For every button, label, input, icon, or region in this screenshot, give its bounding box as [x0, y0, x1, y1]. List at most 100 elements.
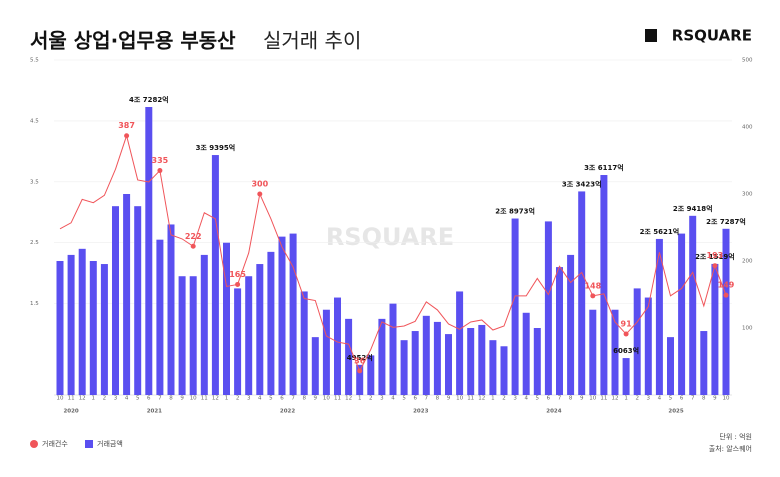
year-label: 2020 [63, 409, 78, 415]
bar [278, 236, 286, 395]
year-label: 2023 [413, 409, 428, 415]
x-tick-label: 10 [190, 396, 197, 402]
x-tick-label: 10 [456, 396, 463, 402]
bar [123, 194, 131, 395]
x-tick-label: 12 [79, 396, 86, 402]
bar-value-label: 2조 7287억 [706, 217, 746, 226]
bar [655, 238, 663, 395]
bar [700, 331, 708, 395]
line-point [235, 281, 241, 287]
x-tick-label: 12 [345, 396, 352, 402]
logo: RSQUARE [672, 27, 752, 45]
bar [345, 318, 353, 395]
y-tick-label: 2.5 [30, 240, 39, 246]
bar [56, 261, 64, 395]
bar [145, 107, 153, 395]
bar [667, 337, 674, 395]
bar [578, 191, 586, 395]
x-tick-label: 11 [68, 396, 75, 402]
x-tick-label: 10 [723, 396, 730, 402]
x-tick-label: 8 [302, 396, 306, 402]
y2-tick-label: 400 [742, 125, 753, 131]
bar [456, 291, 464, 395]
y-tick-label: 5.5 [30, 58, 39, 64]
y2-tick-label: 100 [742, 326, 753, 332]
bar-value-label: 3조 3423억 [562, 179, 602, 188]
bar [678, 233, 686, 395]
bar [600, 175, 608, 395]
bar [567, 254, 575, 395]
y2-tick-label: 200 [742, 259, 753, 265]
y-tick-label: 4.5 [30, 118, 39, 124]
bar [156, 239, 164, 395]
x-tick-label: 10 [589, 396, 596, 402]
bar [134, 206, 142, 395]
bar [67, 254, 75, 395]
x-tick-label: 9 [314, 396, 318, 402]
legend-label: 거래건수 [42, 439, 68, 448]
x-tick-label: 1 [92, 396, 96, 402]
bar [400, 340, 408, 395]
bar [223, 242, 230, 395]
line-value-label: 193 [707, 251, 724, 260]
chart-title-suffix: 실거래 추이 [263, 29, 361, 53]
bar [167, 224, 175, 395]
line-point [190, 243, 196, 249]
bar [178, 276, 186, 395]
bar [711, 263, 719, 395]
x-tick-label: 12 [212, 396, 219, 402]
x-tick-label: 8 [169, 396, 173, 402]
line-point [357, 368, 363, 374]
chart-title: 서울 상업·업무용 부동산 [30, 29, 236, 53]
bar-value-label: 6063억 [613, 346, 639, 355]
bar-value-label: 4조 7282억 [129, 95, 169, 104]
bar [245, 276, 253, 395]
x-tick-label: 3 [647, 396, 651, 402]
bar [511, 218, 519, 395]
x-tick-label: 9 [447, 396, 451, 402]
x-tick-label: 4 [125, 396, 129, 402]
bar [78, 248, 86, 395]
bar [478, 324, 486, 395]
bar [489, 340, 497, 395]
line-point [712, 263, 718, 269]
line-value-label: 300 [251, 180, 268, 189]
x-tick-label: 4 [258, 396, 262, 402]
x-tick-label: 1 [624, 396, 628, 402]
legend-label: 거래금액 [97, 439, 123, 448]
x-tick-label: 3 [247, 396, 251, 402]
line-value-label: 387 [118, 121, 135, 130]
y-tick-label: 1.5 [30, 301, 39, 307]
line-point [723, 292, 729, 298]
line-value-label: 165 [229, 270, 246, 279]
year-label: 2024 [546, 409, 561, 415]
x-tick-label: 11 [467, 396, 474, 402]
line [59, 133, 727, 373]
line-point [124, 133, 130, 139]
x-tick-label: 5 [536, 396, 540, 402]
x-tick-label: 5 [669, 396, 673, 402]
x-tick-label: 7 [691, 396, 695, 402]
year-label: 2025 [668, 409, 683, 415]
x-tick-label: 12 [612, 396, 619, 402]
y2-tick-label: 300 [742, 192, 753, 198]
x-tick-label: 12 [478, 396, 485, 402]
bar [500, 346, 508, 395]
x-tick-label: 6 [280, 396, 284, 402]
x-tick-label: 1 [358, 396, 362, 402]
x-tick-label: 10 [57, 396, 64, 402]
x-tick-label: 1 [491, 396, 495, 402]
x-tick-label: 9 [713, 396, 717, 402]
x-tick-label: 1 [225, 396, 229, 402]
x-tick-label: 4 [391, 396, 395, 402]
x-tick-label: 7 [291, 396, 295, 402]
line-value-label: 148 [584, 281, 601, 290]
x-tick-label: 11 [201, 396, 208, 402]
bar [622, 358, 630, 395]
line-point [623, 331, 629, 337]
bar [467, 328, 475, 395]
bar [689, 215, 697, 395]
watermark: RSQUARE [326, 223, 454, 251]
x-tick-label: 7 [558, 396, 562, 402]
x-tick-label: 3 [380, 396, 384, 402]
